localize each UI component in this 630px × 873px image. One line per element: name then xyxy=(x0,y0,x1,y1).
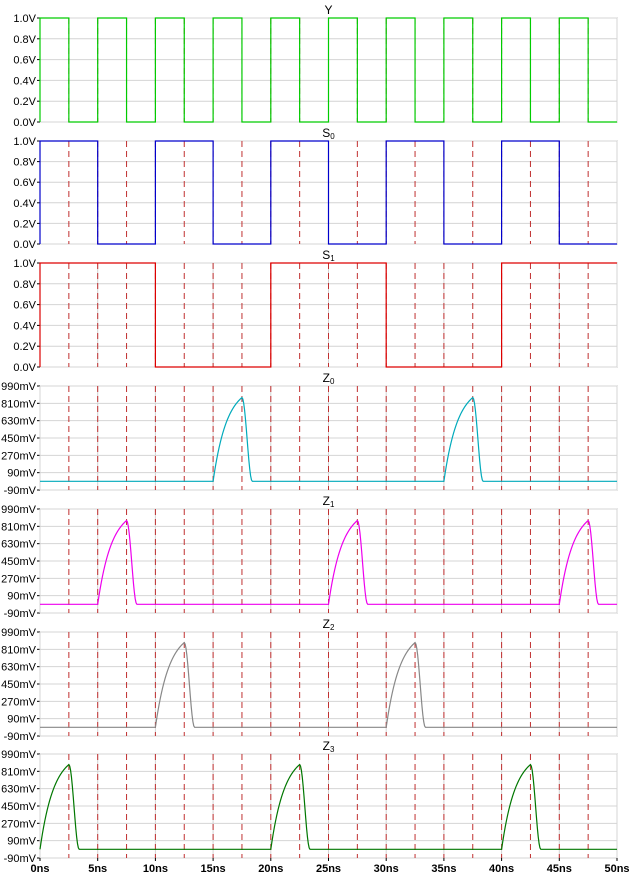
panel-title: Z0 xyxy=(323,371,335,386)
y-tick-label: 0.0V xyxy=(13,239,36,251)
y-tick-label: 0.6V xyxy=(13,55,36,67)
y-tick-label: 0.4V xyxy=(13,320,36,332)
panel-3: 990mV 810mV 630mV 450mV 270mV 90mV -90mV Z0 xyxy=(1,371,618,497)
series-line xyxy=(40,519,617,605)
x-tick-label: 35ns xyxy=(431,863,456,873)
series-line xyxy=(40,641,617,728)
y-tick-label: 810mV xyxy=(1,398,37,410)
y-tick-label: 630mV xyxy=(1,662,37,674)
y-tick-label: 0.2V xyxy=(13,96,36,108)
y-tick-label: 990mV xyxy=(1,627,37,639)
panel-title: Z3 xyxy=(323,739,335,754)
y-tick-label: 630mV xyxy=(1,539,37,551)
y-tick-label: 0.6V xyxy=(13,177,36,189)
x-tick-label: 30ns xyxy=(374,863,399,873)
x-tick-label: 40ns xyxy=(489,863,514,873)
y-tick-label: 90mV xyxy=(7,591,36,603)
y-tick-label: 450mV xyxy=(1,556,37,568)
panel-1: 1.0V 0.8V 0.6V 0.4V 0.2V 0.0V S0 xyxy=(13,126,618,251)
y-tick-label: 0.0V xyxy=(13,117,36,129)
panel-title: Z2 xyxy=(323,617,335,632)
y-tick-label: -90mV xyxy=(4,853,37,865)
y-tick-label: 810mV xyxy=(1,521,37,533)
x-tick-label: 0ns xyxy=(31,863,50,873)
y-tick-label: 270mV xyxy=(1,573,37,585)
y-tick-label: 990mV xyxy=(1,749,37,761)
y-tick-label: 0.4V xyxy=(13,75,36,87)
panel-6: 990mV 810mV 630mV 450mV 270mV 90mV -90mV Z3 xyxy=(1,739,618,865)
x-tick-label: 5ns xyxy=(88,863,107,873)
y-tick-label: 1.0V xyxy=(13,13,36,25)
y-tick-label: -90mV xyxy=(4,485,37,497)
y-tick-label: 1.0V xyxy=(13,258,36,270)
x-tick-label: 15ns xyxy=(201,863,226,873)
y-tick-label: 0.8V xyxy=(13,34,36,46)
y-tick-label: 810mV xyxy=(1,644,37,656)
y-tick-label: 0.4V xyxy=(13,198,36,210)
y-tick-label: 450mV xyxy=(1,679,37,691)
series-line xyxy=(39,262,617,368)
series-line xyxy=(39,140,617,245)
y-tick-label: -90mV xyxy=(4,608,37,620)
series-line xyxy=(39,17,617,123)
y-tick-label: 270mV xyxy=(1,450,37,462)
x-tick-label: 45ns xyxy=(547,863,572,873)
y-tick-label: 270mV xyxy=(1,818,37,830)
y-tick-label: 90mV xyxy=(7,468,36,480)
panel-title: S0 xyxy=(322,126,335,141)
y-tick-label: 810mV xyxy=(1,766,37,778)
panel-5: 990mV 810mV 630mV 450mV 270mV 90mV -90mV Z2 xyxy=(1,617,618,743)
y-tick-label: 0.8V xyxy=(13,157,36,169)
series-line xyxy=(39,763,617,850)
y-tick-label: 0.8V xyxy=(13,279,36,291)
panel-2: 1.0V 0.8V 0.6V 0.4V 0.2V 0.0V S1 xyxy=(13,248,618,374)
y-tick-label: 990mV xyxy=(1,381,37,393)
panel-title: Z1 xyxy=(323,494,335,509)
series-line xyxy=(40,396,617,482)
y-tick-label: 450mV xyxy=(1,433,37,445)
panel-title: S1 xyxy=(322,248,335,263)
x-tick-label: 50ns xyxy=(604,863,629,873)
y-tick-label: 0.0V xyxy=(13,362,36,374)
y-tick-label: 1.0V xyxy=(13,136,36,148)
x-tick-label: 20ns xyxy=(258,863,283,873)
y-tick-label: 0.2V xyxy=(13,218,36,230)
y-tick-label: 90mV xyxy=(7,714,36,726)
x-tick-label: 10ns xyxy=(143,863,168,873)
y-tick-label: 630mV xyxy=(1,416,37,428)
y-tick-label: 0.2V xyxy=(13,341,36,353)
y-tick-label: 270mV xyxy=(1,696,37,708)
panel-0: 1.0V 0.8V 0.6V 0.4V 0.2V 0.0V Y xyxy=(13,3,618,129)
y-tick-label: 0.6V xyxy=(13,300,36,312)
panel-title: Y xyxy=(324,3,332,17)
y-tick-label: 90mV xyxy=(7,836,36,848)
y-tick-label: 450mV xyxy=(1,801,37,813)
y-tick-label: 990mV xyxy=(1,504,37,516)
y-tick-label: 630mV xyxy=(1,784,37,796)
x-tick-label: 25ns xyxy=(316,863,341,873)
y-tick-label: -90mV xyxy=(4,731,37,743)
panel-4: 990mV 810mV 630mV 450mV 270mV 90mV -90mV Z1 xyxy=(1,494,618,620)
